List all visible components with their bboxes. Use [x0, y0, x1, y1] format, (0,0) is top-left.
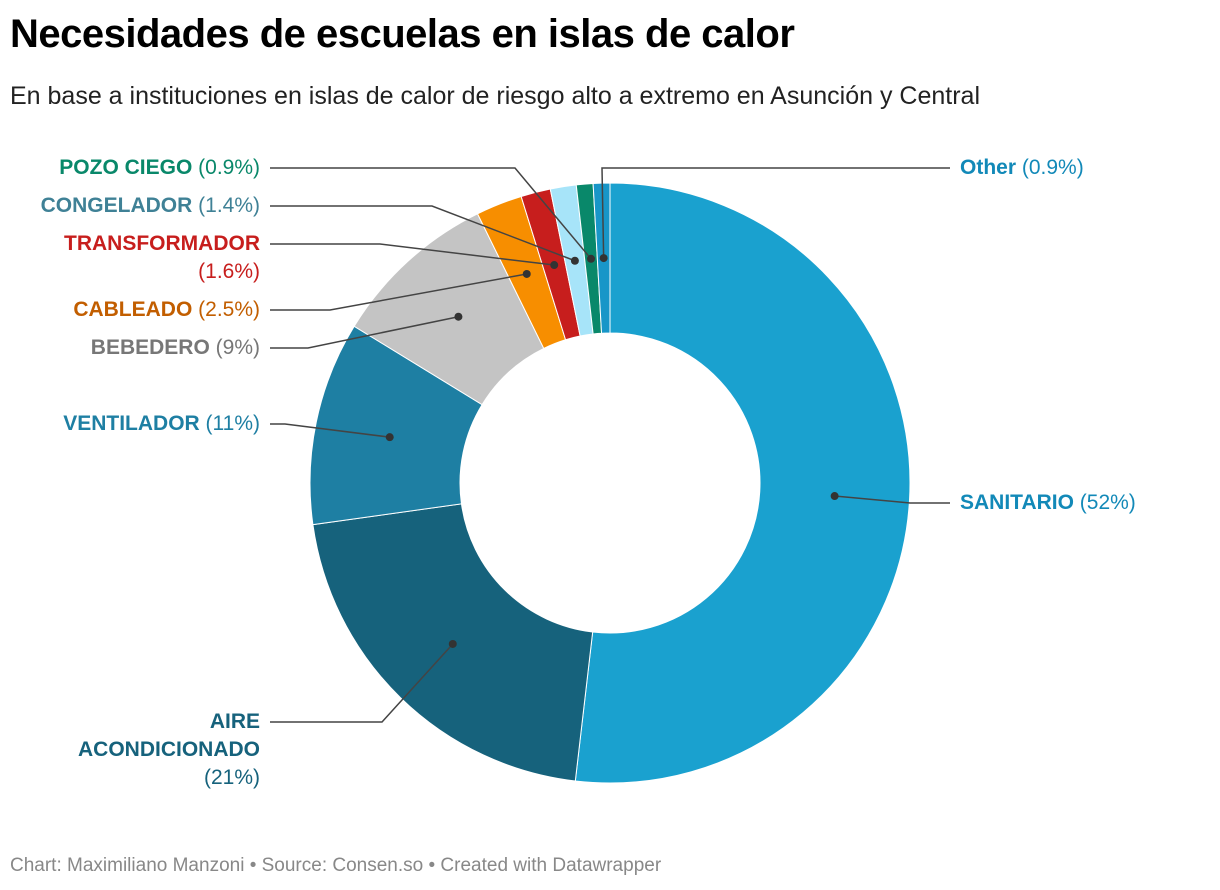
leader-dot: [385, 433, 394, 442]
slice-value: (52%): [1073, 491, 1136, 514]
slice-value: (0.9%): [1016, 156, 1084, 179]
slice-value: (1.4%): [192, 194, 260, 217]
leader-dot: [454, 312, 463, 321]
slice-label: BEBEDERO (9%): [91, 334, 260, 362]
leader-dot: [570, 256, 579, 265]
chart-subtitle: En base a instituciones en islas de calo…: [10, 82, 980, 110]
leader-line: [601, 167, 950, 259]
slice-label: POZO CIEGO (0.9%): [59, 154, 260, 182]
slice-value: (2.5%): [192, 298, 260, 321]
slice-category: POZO CIEGO: [59, 156, 193, 179]
slice-value: (9%): [209, 336, 260, 359]
leader-dot: [830, 492, 839, 501]
slice-label: CONGELADOR (1.4%): [41, 192, 260, 220]
leader-dot: [448, 639, 457, 648]
slice-category: AIRE ACONDICIONADO: [78, 710, 260, 761]
chart-footer: Chart: Maximiliano Manzoni • Source: Con…: [10, 855, 662, 876]
donut-slice-sanitario: [574, 182, 911, 784]
leader-dot: [586, 254, 595, 263]
leader-dot: [599, 254, 608, 263]
leader-dot: [550, 261, 559, 270]
leader-dot: [522, 269, 531, 278]
slice-category: SANITARIO: [960, 491, 1074, 514]
slice-value: (0.9%): [192, 156, 260, 179]
slice-label: SANITARIO (52%): [960, 489, 1136, 517]
slice-value: (11%): [199, 412, 260, 435]
chart-title: Necesidades de escuelas en islas de calo…: [10, 12, 795, 56]
leader-line: [834, 495, 950, 504]
slice-label: Other (0.9%): [960, 154, 1084, 182]
slice-category: Other: [960, 156, 1017, 179]
slice-category: TRANSFORMADOR: [64, 232, 260, 255]
slice-category: BEBEDERO: [90, 336, 210, 359]
slice-value: (1.6%): [198, 260, 260, 283]
slice-category: CONGELADOR: [40, 194, 193, 217]
leader-line: [270, 205, 576, 262]
leader-line: [270, 243, 555, 266]
leader-line: [270, 423, 390, 438]
leader-line: [270, 167, 592, 260]
slice-label: TRANSFORMADOR (1.6%): [30, 230, 260, 286]
slice-label: VENTILADOR (11%): [63, 410, 260, 438]
leader-line: [270, 643, 454, 723]
slice-category: VENTILADOR: [63, 412, 200, 435]
slice-category: CABLEADO: [73, 298, 193, 321]
slice-value: (21%): [203, 766, 260, 789]
leader-line: [270, 273, 527, 311]
slice-label: CABLEADO (2.5%): [73, 296, 260, 324]
leader-line: [270, 315, 459, 349]
slice-label: AIRE ACONDICIONADO (21%): [60, 708, 260, 792]
